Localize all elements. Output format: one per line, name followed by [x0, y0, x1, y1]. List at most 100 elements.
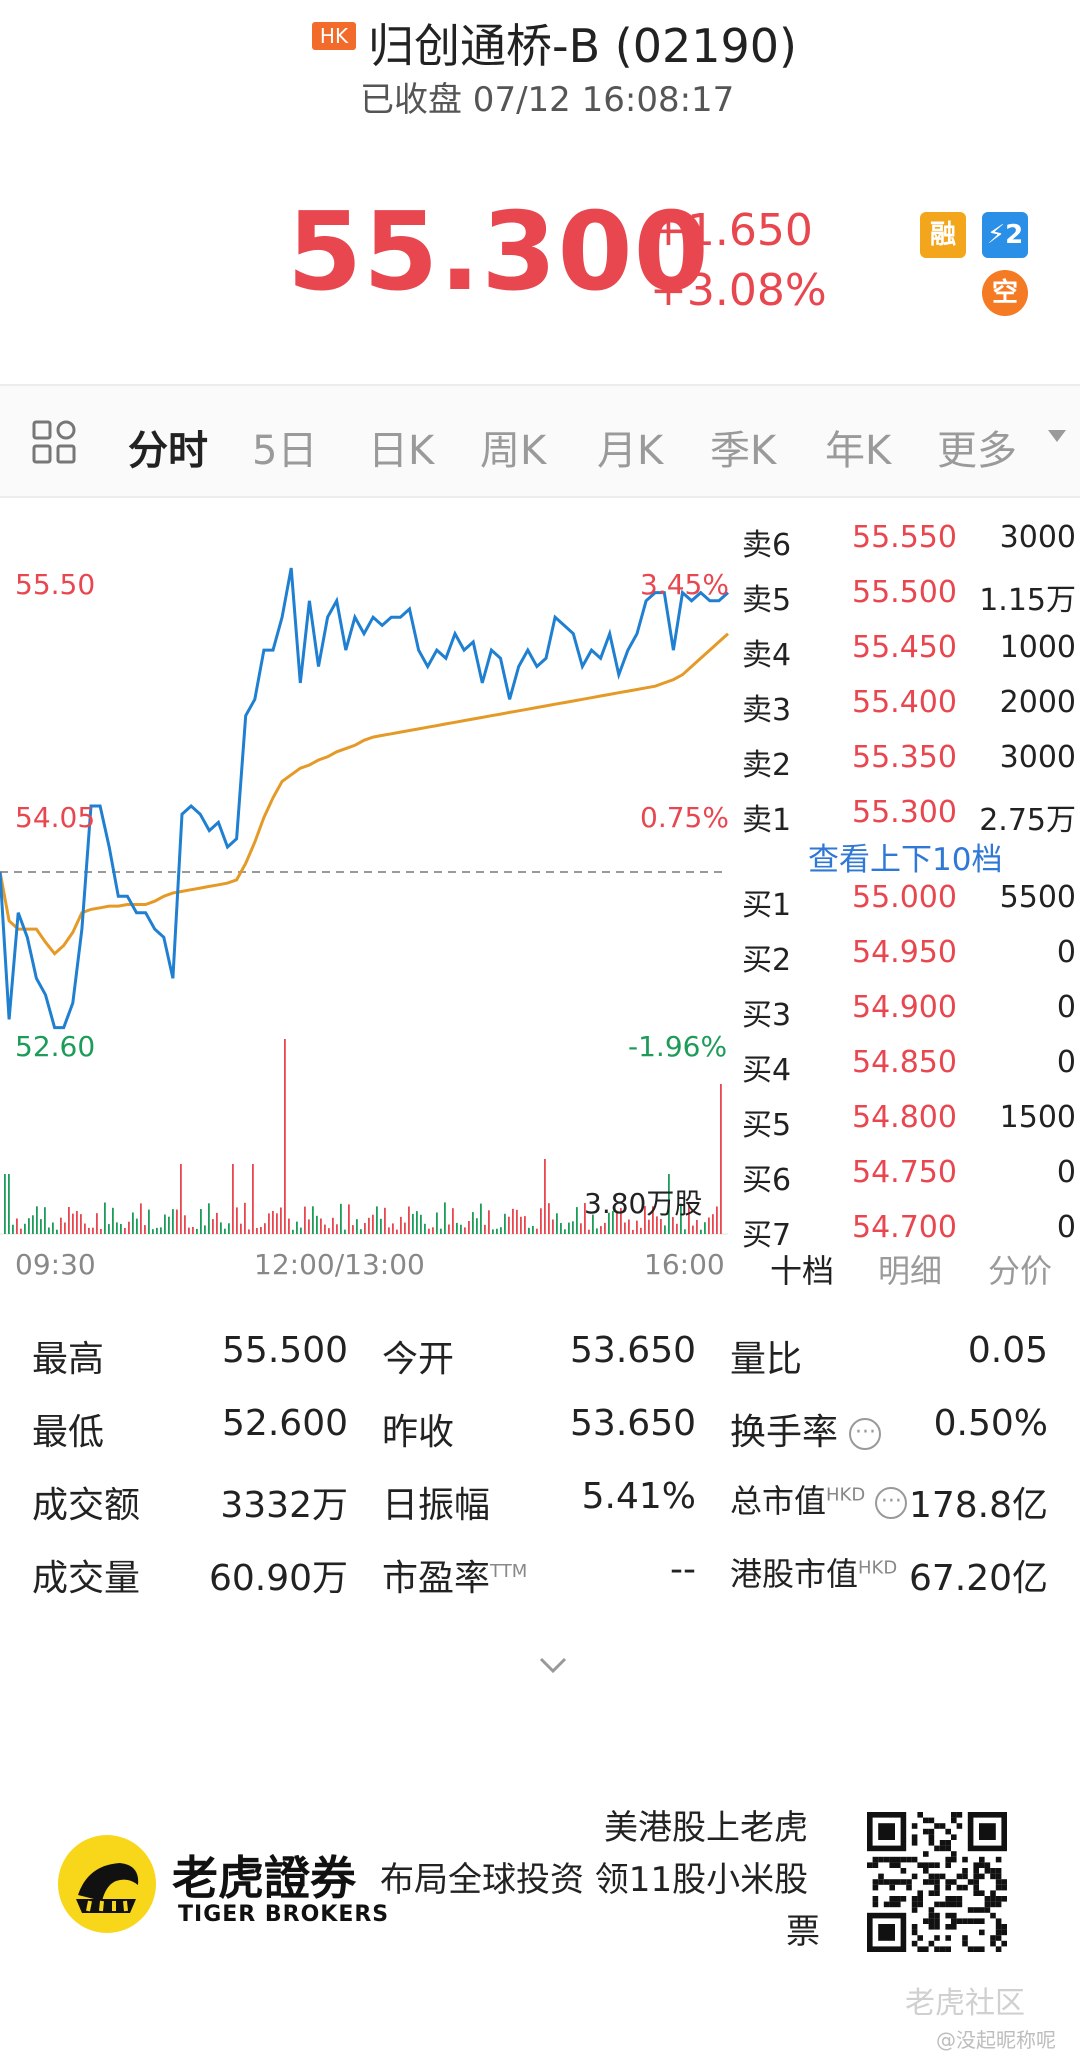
volume-bar [148, 1209, 150, 1234]
ask-price: 55.350 [852, 740, 957, 775]
tab-monthly-k[interactable]: 月K [597, 428, 664, 474]
y-label-pct-low: -1.96% [628, 1030, 728, 1063]
stat-label-hk-market-cap: 港股市值HKD [730, 1555, 898, 1593]
volume-bar [556, 1213, 558, 1234]
volume-bar [344, 1229, 346, 1234]
stat-label-volume-ratio: 量比 [730, 1339, 803, 1380]
volume-bar [720, 1084, 722, 1234]
ask-side-label: 卖6 [742, 528, 792, 563]
volume-bar [244, 1202, 246, 1234]
volume-bar [624, 1222, 626, 1234]
volume-bars [4, 1039, 722, 1234]
stat-value-low: 52.600 [222, 1403, 348, 1444]
volume-bar [216, 1212, 218, 1234]
more-info-icon[interactable]: ··· [849, 1418, 882, 1450]
volume-bar [604, 1222, 606, 1234]
volume-bar [192, 1227, 194, 1234]
volume-bar [500, 1227, 502, 1234]
volume-bar [4, 1174, 6, 1234]
more-info-icon[interactable]: ··· [875, 1487, 908, 1519]
volume-bar [184, 1215, 186, 1234]
tab-quarterly-k[interactable]: 季K [710, 428, 777, 474]
volume-bar [264, 1223, 266, 1234]
view-10-levels-link[interactable]: 查看上下10档 [808, 842, 1003, 878]
y-label-mid: 54.05 [15, 801, 96, 834]
volume-bar [272, 1211, 274, 1234]
volume-bar [476, 1218, 478, 1234]
volume-bar [548, 1203, 550, 1234]
market-badge: HK [312, 22, 356, 50]
tab-10-levels[interactable]: 十档 [770, 1252, 835, 1290]
short-sell-icon[interactable]: 空 [982, 270, 1028, 316]
volume-bar [200, 1209, 202, 1234]
promo-line-1: 美港股上老虎 [604, 1808, 808, 1848]
volume-bar [292, 1229, 294, 1234]
chevron-down-icon[interactable] [538, 1650, 568, 1680]
volume-bar [12, 1224, 14, 1234]
tab-more[interactable]: 更多 [937, 428, 1017, 474]
volume-bar [688, 1204, 690, 1234]
volume-bar [176, 1209, 178, 1234]
volume-bar [164, 1214, 166, 1234]
volume-bar [672, 1217, 674, 1234]
tab-yearly-k[interactable]: 年K [825, 428, 892, 474]
volume-bar [372, 1214, 374, 1234]
volume-bar [508, 1216, 510, 1234]
volume-bar [512, 1208, 514, 1234]
volume-bar [20, 1228, 22, 1234]
volume-bar [76, 1211, 78, 1234]
margin-icon[interactable]: 融 [920, 212, 966, 258]
ask-volume: 3000 [999, 520, 1076, 555]
volume-bar [236, 1207, 238, 1234]
level2-icon[interactable]: ⚡2 [982, 212, 1028, 258]
volume-bar [56, 1229, 58, 1234]
volume-bar [576, 1207, 578, 1234]
time-label-close: 16:00 [644, 1248, 725, 1281]
volume-bar [388, 1227, 390, 1234]
volume-bar [396, 1229, 398, 1234]
volume-bar [88, 1227, 90, 1234]
ask-price: 55.400 [852, 685, 957, 720]
volume-bar [304, 1206, 306, 1234]
volume-bar [204, 1225, 206, 1234]
tab-price-distribution[interactable]: 分价 [988, 1252, 1053, 1290]
volume-bar [712, 1214, 714, 1234]
volume-bar [540, 1208, 542, 1234]
volume-bar [704, 1222, 706, 1234]
stat-value-volume: 60.90万 [208, 1558, 348, 1599]
bid-side-label: 买3 [742, 998, 792, 1033]
volume-bar [368, 1217, 370, 1234]
volume-bar [64, 1222, 66, 1234]
intraday-chart[interactable] [0, 494, 735, 1264]
volume-bar [252, 1164, 254, 1234]
watermark-community: 老虎社区 [905, 1986, 1025, 2021]
watermark-user: @没起昵称呢 [936, 2028, 1056, 2052]
tab-daily-k[interactable]: 日K [368, 428, 435, 474]
volume-bar [616, 1213, 618, 1234]
volume-bar [96, 1213, 98, 1234]
stat-value-pe: -- [670, 1549, 696, 1590]
volume-bar [240, 1223, 242, 1234]
volume-bar [600, 1226, 602, 1234]
tab-weekly-k[interactable]: 周K [480, 428, 547, 474]
volume-bar [116, 1222, 118, 1234]
tab-intraday[interactable]: 分时 [128, 428, 208, 474]
chevron-down-icon[interactable] [1048, 430, 1066, 442]
bid-side-label: 买1 [742, 888, 792, 923]
ask-volume: 2000 [999, 685, 1076, 720]
volume-bar [636, 1220, 638, 1234]
volume-bar [452, 1208, 454, 1234]
bid-price: 54.850 [852, 1045, 957, 1080]
tab-trade-detail[interactable]: 明细 [878, 1252, 943, 1290]
bid-price: 54.750 [852, 1155, 957, 1190]
ask-price: 55.300 [852, 795, 957, 830]
volume-bar [480, 1203, 482, 1234]
brand-name-en: TIGER BROKERS [178, 1902, 390, 1927]
volume-bar [432, 1227, 434, 1234]
stat-value-market-cap: 178.8亿 [908, 1485, 1048, 1526]
layout-grid-icon[interactable] [32, 420, 76, 464]
stat-value-open: 53.650 [570, 1330, 696, 1371]
tab-5day[interactable]: 5日 [252, 428, 318, 474]
volume-bar [524, 1216, 526, 1234]
tiger-logo [58, 1835, 156, 1933]
